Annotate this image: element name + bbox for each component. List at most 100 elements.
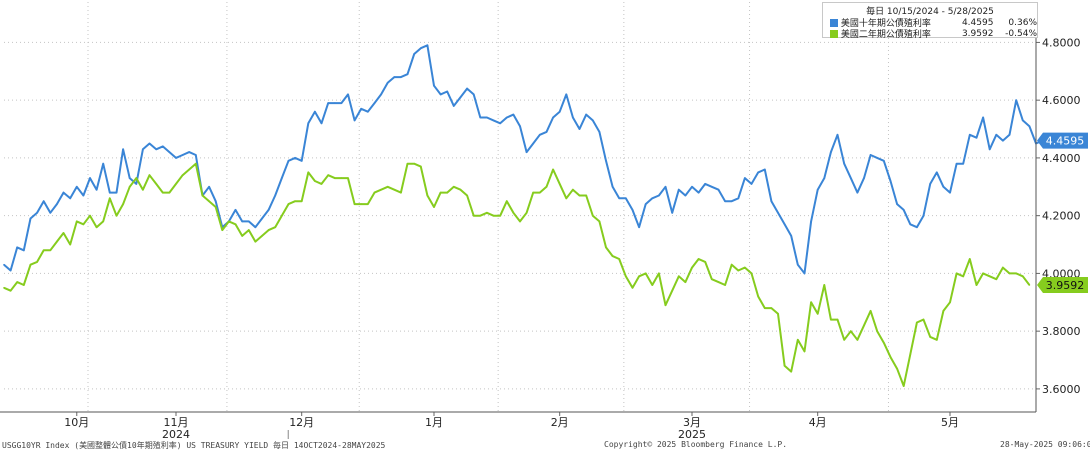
- data-point: [704, 183, 706, 185]
- data-point: [684, 194, 687, 197]
- data-point: [128, 177, 131, 179]
- data-point: [433, 206, 435, 208]
- data-point: [658, 272, 660, 275]
- x-month-label: 11月: [164, 416, 189, 429]
- data-point: [631, 209, 634, 211]
- data-point: [181, 174, 184, 176]
- data-point: [426, 194, 429, 197]
- data-point: [1015, 99, 1017, 101]
- y-tick-label: 3.8000: [1042, 325, 1081, 338]
- data-point: [168, 191, 171, 194]
- data-point: [459, 96, 462, 99]
- data-point: [803, 350, 806, 353]
- x-year-label: 2024: [162, 428, 190, 441]
- data-point: [929, 336, 931, 338]
- data-point: [565, 93, 568, 96]
- data-point: [281, 177, 283, 179]
- data-point: [208, 200, 210, 202]
- data-point: [678, 188, 680, 191]
- data-point: [142, 148, 144, 151]
- data-point: [922, 214, 925, 217]
- data-point: [234, 209, 237, 211]
- data-point: [446, 191, 449, 194]
- data-point: [757, 171, 759, 174]
- data-point: [155, 183, 157, 185]
- data-point: [472, 214, 475, 217]
- data-point: [671, 289, 673, 292]
- data-point: [380, 188, 382, 191]
- footer-copyright: Copyright© 2025 Bloomberg Finance L.P.: [604, 440, 788, 449]
- data-point: [234, 223, 237, 226]
- data-point: [439, 191, 442, 194]
- data-point: [320, 122, 323, 125]
- data-point: [770, 307, 773, 309]
- data-point: [492, 214, 495, 217]
- data-point: [380, 93, 382, 96]
- data-point: [148, 174, 151, 176]
- data-point: [975, 136, 978, 139]
- data-point: [499, 122, 502, 125]
- data-point: [578, 194, 581, 197]
- data-point: [49, 249, 52, 252]
- data-point: [975, 284, 978, 286]
- data-point: [142, 188, 144, 191]
- data-point: [671, 212, 673, 214]
- data-point: [525, 151, 528, 153]
- data-point: [532, 191, 534, 194]
- data-point: [565, 197, 568, 200]
- data-point: [816, 313, 819, 315]
- data-point: [969, 134, 971, 136]
- data-point: [889, 356, 892, 358]
- data-point: [406, 73, 409, 75]
- data-point: [644, 272, 647, 275]
- data-point: [830, 318, 832, 321]
- data-point: [281, 214, 283, 217]
- data-point: [1015, 272, 1017, 275]
- data-point: [314, 110, 316, 113]
- data-point: [651, 197, 654, 200]
- legend-row-2y: 美國二年期公債殖利率 3.9592 -0.54%: [823, 28, 1038, 40]
- data-point: [1022, 275, 1024, 278]
- last-value-label: 4.4595: [1046, 135, 1085, 148]
- data-point: [254, 226, 257, 228]
- data-point: [909, 353, 912, 356]
- data-point: [558, 183, 561, 185]
- y-tick-label: 3.6000: [1042, 383, 1081, 396]
- data-point: [691, 266, 693, 269]
- data-point: [23, 284, 25, 286]
- data-point: [115, 191, 118, 194]
- data-point: [122, 148, 124, 151]
- data-point: [823, 177, 826, 179]
- chart-legend: 毎日 10/15/2024 - 5/28/2025 美國十年期公債殖利率 4.4…: [822, 2, 1038, 40]
- data-point: [479, 214, 482, 217]
- data-point: [625, 197, 627, 200]
- data-point: [869, 154, 872, 156]
- data-point: [353, 203, 356, 205]
- data-point: [274, 194, 277, 197]
- data-point: [618, 197, 620, 200]
- legend-swatch-10y: [830, 18, 838, 27]
- data-point: [327, 174, 330, 176]
- data-point: [922, 318, 925, 321]
- data-point: [373, 102, 376, 104]
- data-point: [49, 212, 52, 214]
- legend-change-2y: -0.54%: [1005, 28, 1038, 39]
- data-point: [393, 188, 396, 191]
- data-point: [241, 235, 243, 237]
- data-point: [803, 272, 806, 275]
- data-point: [611, 255, 614, 257]
- data-point: [724, 284, 726, 286]
- data-point: [678, 275, 680, 278]
- data-point: [254, 240, 257, 243]
- data-point: [506, 200, 508, 202]
- data-point: [479, 116, 482, 119]
- data-point: [750, 183, 753, 185]
- data-point: [214, 200, 217, 202]
- x-month-label: 12月: [289, 416, 314, 429]
- data-point: [717, 188, 720, 191]
- data-point: [195, 154, 197, 156]
- data-point: [466, 194, 468, 197]
- footer-index-info: USGG10YR Index (美國整體公債10年期殖利率) US TREASU…: [2, 441, 386, 450]
- data-point: [764, 168, 766, 171]
- data-point: [797, 263, 799, 266]
